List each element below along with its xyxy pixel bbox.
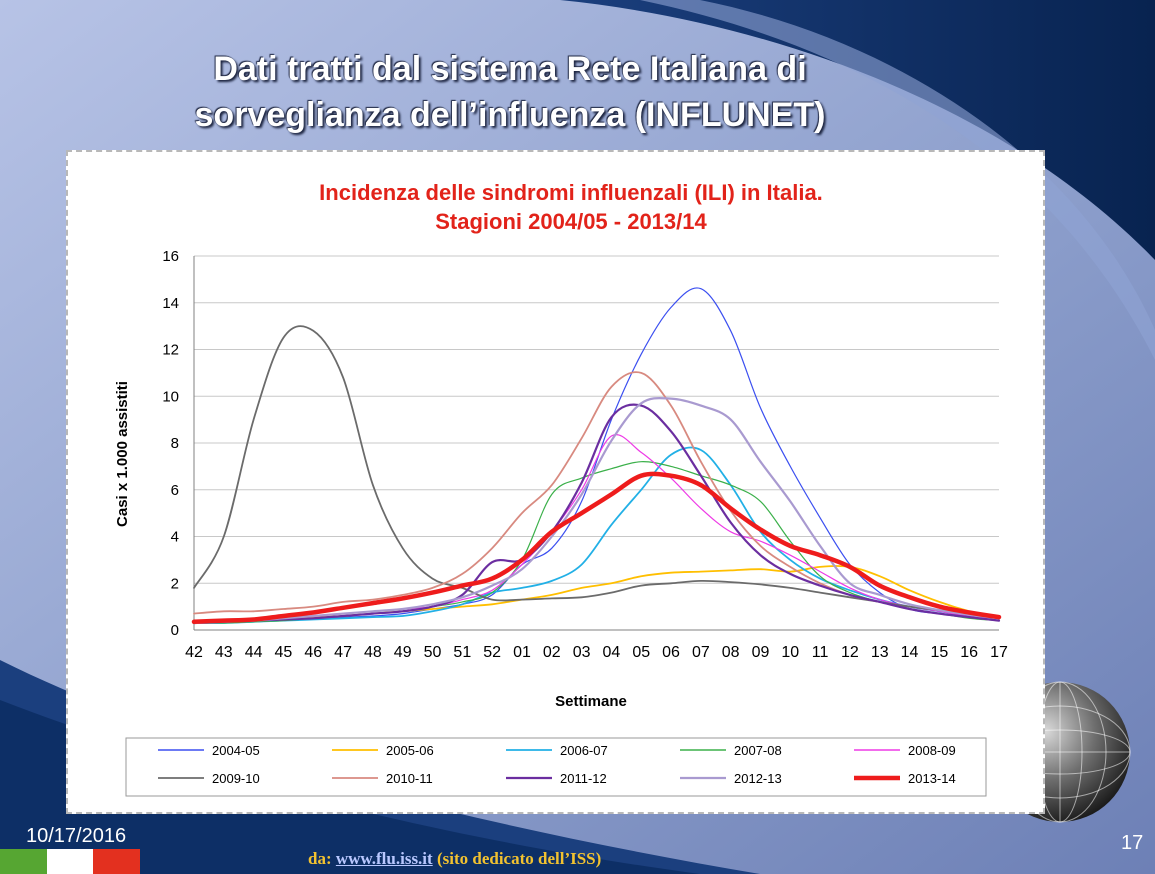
slide-title-line1: Dati tratti dal sistema Rete Italiana di: [213, 50, 807, 88]
x-tick-label-51: 51: [453, 644, 471, 661]
legend-label-2010-11: 2010-11: [386, 771, 433, 786]
legend-label-2006-07: 2006-07: [560, 743, 608, 758]
y-tick-label-6: 6: [171, 482, 179, 499]
x-tick-label-48: 48: [364, 644, 382, 661]
chart-panel: Incidenza delle sindromi influenzali (IL…: [66, 150, 1045, 814]
source-link[interactable]: www.flu.iss.it: [335, 849, 433, 868]
x-tick-label-47: 47: [334, 644, 352, 661]
flag-green-stripe: [0, 849, 47, 874]
x-tick-label-04: 04: [603, 644, 621, 661]
x-tick-label-16: 16: [960, 644, 978, 661]
y-axis-label: Casi x 1.000 assistiti: [114, 381, 131, 527]
legend-label-2004-05: 2004-05: [212, 743, 260, 758]
legend-label-2011-12: 2011-12: [560, 771, 607, 786]
chart-title-line1: Incidenza delle sindromi influenzali (IL…: [319, 180, 823, 205]
y-tick-label-8: 8: [171, 435, 179, 452]
x-tick-label-05: 05: [632, 644, 650, 661]
x-tick-label-09: 09: [752, 644, 770, 661]
legend-label-2005-06: 2005-06: [386, 743, 434, 758]
gridlines: [194, 255, 999, 584]
y-tick-label-10: 10: [162, 388, 179, 405]
flag-white-stripe: [46, 849, 94, 874]
series-line-2011-12: [192, 403, 1001, 625]
x-tick-label-50: 50: [424, 644, 442, 661]
source-suffix: (sito dedicato dell’ISS): [436, 849, 602, 868]
legend-label-2012-13: 2012-13: [734, 771, 782, 786]
series-line-2013-14: [191, 471, 1002, 625]
x-axis-label: Settimane: [555, 693, 627, 710]
x-tick-label-49: 49: [394, 644, 412, 661]
legend-label-2008-09: 2008-09: [908, 743, 956, 758]
x-tick-label-08: 08: [722, 644, 740, 661]
y-tick-label-16: 16: [162, 248, 179, 265]
x-tick-label-17: 17: [990, 644, 1008, 661]
italian-flag-icon: [0, 849, 141, 874]
x-tick-label-14: 14: [901, 644, 919, 661]
legend: 2004-05 2005-06 2006-07 2007-08 2008-09 2009-…: [125, 737, 987, 797]
x-tick-label-45: 45: [275, 644, 293, 661]
y-tick-label-2: 2: [171, 575, 179, 592]
series-lines: [191, 287, 1002, 625]
flag-red-stripe: [93, 849, 141, 874]
legend-label-2013-14: 2013-14: [908, 771, 956, 786]
y-tick-label-0: 0: [171, 622, 179, 639]
x-tick-label-52: 52: [483, 644, 501, 661]
series-line-2012-13: [192, 396, 1001, 625]
x-tick-label-15: 15: [930, 644, 948, 661]
line-chart: Incidenza delle sindromi influenzali (IL…: [114, 180, 1008, 797]
x-tick-label-10: 10: [781, 644, 799, 661]
x-tick-label-11: 11: [812, 644, 829, 661]
series-line-2009-10: [193, 325, 1000, 618]
x-tick-label-03: 03: [573, 644, 591, 661]
x-tick-label-06: 06: [662, 644, 680, 661]
slide-title: Dati tratti dal sistema Rete Italiana di…: [60, 46, 960, 138]
y-tick-label-14: 14: [162, 295, 179, 312]
x-tick-label-44: 44: [245, 644, 263, 661]
x-tick-label-46: 46: [304, 644, 322, 661]
y-axis: 0 2 4 6 8 10 12 14 16: [162, 248, 195, 639]
series-line-2004-05: [193, 287, 1000, 624]
x-tick-label-01: 01: [513, 644, 531, 661]
x-tick-label-02: 02: [543, 644, 561, 661]
slide-date: 10/17/2016: [26, 825, 127, 847]
series-line-2006-07: [193, 446, 1000, 624]
x-tick-label-13: 13: [871, 644, 889, 661]
x-axis: 42 43 44 45 46 47 48 49 50 51 52 01 02 03 04 05 06 07 08 09…: [185, 629, 1008, 661]
x-tick-label-43: 43: [215, 644, 233, 661]
slide-title-line2: sorveglianza dell’influenza (INFLUNET): [194, 96, 826, 134]
x-tick-label-12: 12: [841, 644, 859, 661]
source-prefix: da:: [308, 849, 332, 868]
x-tick-label-07: 07: [692, 644, 710, 661]
source-credit: da: www.flu.iss.it (sito dedicato dell’I…: [308, 849, 601, 869]
legend-label-2007-08: 2007-08: [734, 743, 782, 758]
y-tick-label-12: 12: [162, 342, 179, 359]
legend-label-2009-10: 2009-10: [212, 771, 260, 786]
x-tick-label-42: 42: [185, 644, 203, 661]
chart-title-line2: Stagioni 2004/05 - 2013/14: [435, 209, 707, 234]
y-tick-label-4: 4: [171, 529, 179, 546]
page-number: 17: [1121, 832, 1144, 854]
